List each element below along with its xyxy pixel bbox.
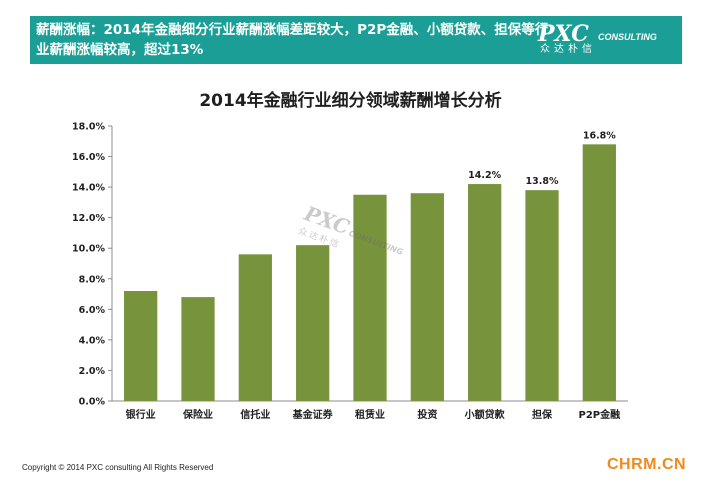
y-tick-label: 12.0% bbox=[72, 213, 105, 224]
x-tick-label: P2P金融 bbox=[579, 408, 621, 421]
x-tick-label: 基金证券 bbox=[292, 408, 334, 421]
y-tick-label: 8.0% bbox=[79, 274, 106, 285]
bar bbox=[181, 297, 215, 401]
bar bbox=[124, 291, 158, 401]
site-logo-text: CHRM.CN bbox=[607, 456, 687, 473]
pxc-logo: PXC CONSULTING 众达朴信 bbox=[538, 22, 678, 58]
y-tick-label: 10.0% bbox=[72, 244, 105, 255]
x-tick-label: 小额贷款 bbox=[464, 408, 506, 421]
x-tick-label: 信托业 bbox=[240, 408, 270, 421]
data-label: 13.8% bbox=[526, 176, 559, 187]
bar bbox=[582, 144, 616, 402]
bar bbox=[468, 184, 502, 401]
y-tick-label: 6.0% bbox=[79, 305, 106, 316]
logo-main-text: PXC bbox=[538, 21, 589, 47]
logo-chinese-text: 众达朴信 bbox=[540, 44, 596, 55]
chart-title: 2014年金融行业细分领域薪酬增长分析 bbox=[199, 91, 502, 111]
bar bbox=[525, 190, 559, 401]
y-tick-label: 4.0% bbox=[79, 335, 106, 346]
data-label: 14.2% bbox=[468, 170, 501, 181]
logo-sub-text: CONSULTING bbox=[598, 32, 657, 42]
x-tick-label: 银行业 bbox=[126, 408, 156, 421]
bar bbox=[353, 194, 387, 401]
data-label: 16.8% bbox=[583, 130, 616, 141]
banner-text: 薪酬涨幅：2014年金融细分行业薪酬涨幅差距较大，P2P金融、小额贷款、担保等行… bbox=[36, 22, 549, 58]
y-tick-label: 18.0% bbox=[72, 122, 105, 133]
y-tick-label: 14.0% bbox=[72, 183, 105, 194]
x-tick-label: 租赁业 bbox=[355, 408, 385, 421]
x-tick-label: 担保 bbox=[532, 408, 553, 421]
x-tick-label: 投资 bbox=[417, 408, 437, 421]
header-banner: 薪酬涨幅：2014年金融细分行业薪酬涨幅差距较大，P2P金融、小额贷款、担保等行… bbox=[30, 16, 682, 64]
bar bbox=[238, 254, 272, 401]
bar bbox=[296, 245, 330, 401]
bar bbox=[410, 193, 444, 401]
y-tick-label: 16.0% bbox=[72, 152, 105, 163]
x-tick-label: 保险业 bbox=[182, 408, 213, 421]
y-tick-label: 0.0% bbox=[79, 397, 106, 408]
copyright-text: Copyright © 2014 PXC consulting All Righ… bbox=[22, 463, 214, 472]
y-tick-label: 2.0% bbox=[79, 366, 106, 377]
